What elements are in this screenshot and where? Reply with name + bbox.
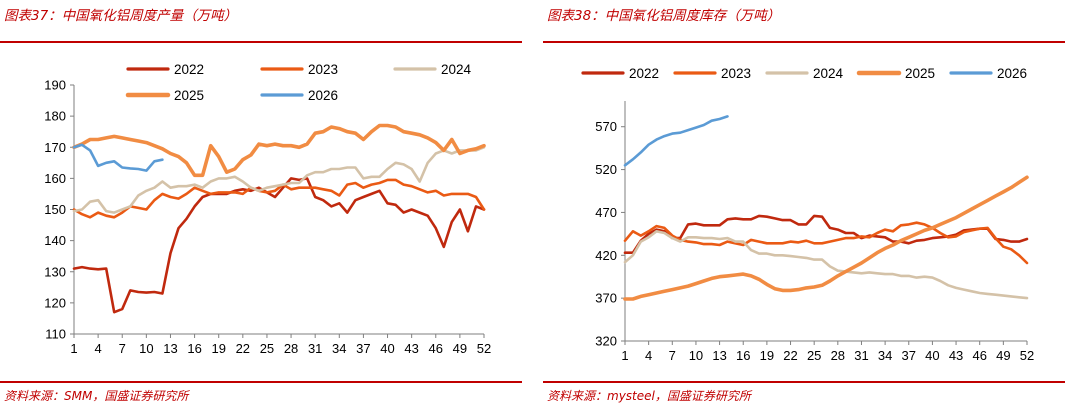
x-tick-label: 52 — [1020, 348, 1034, 363]
y-tick-label: 570 — [595, 119, 617, 134]
figure-caption: 图表37：中国氧化铝周度产量（万吨） — [4, 8, 238, 24]
x-tick-label: 40 — [380, 341, 394, 356]
caption-divider — [543, 41, 1065, 43]
y-tick-label: 420 — [595, 248, 617, 263]
series-line-2022 — [72, 177, 486, 314]
x-tick-label: 4 — [645, 348, 652, 363]
y-tick-label: 120 — [44, 295, 66, 310]
x-tick-label: 43 — [949, 348, 963, 363]
x-tick-label: 25 — [807, 348, 821, 363]
x-tick-label: 22 — [783, 348, 797, 363]
y-tick-label: 370 — [595, 291, 617, 306]
x-tick-label: 34 — [332, 341, 346, 356]
y-tick-label: 320 — [595, 334, 617, 349]
x-tick-label: 46 — [429, 341, 443, 356]
legend-label-2026: 2026 — [997, 66, 1027, 81]
x-tick-label: 22 — [236, 341, 250, 356]
production-line-chart: 110 120 130 140 150 160 170 180 190 1 4 7 10 13 16 19 22… — [44, 62, 491, 356]
legend-label-2024: 2024 — [813, 66, 844, 81]
source-divider — [0, 381, 522, 383]
series-line-2024 — [623, 230, 1029, 300]
x-tick-label: 25 — [260, 341, 274, 356]
series-line-2022 — [623, 214, 1029, 254]
legend-label-2026: 2026 — [308, 88, 338, 103]
x-tick-label: 37 — [356, 341, 370, 356]
y-tick-label: 110 — [45, 327, 66, 342]
x-tick-label: 43 — [404, 341, 418, 356]
x-tick-label: 7 — [669, 348, 676, 363]
y-tick-label: 140 — [44, 233, 66, 248]
legend-label-2023: 2023 — [308, 62, 338, 77]
y-tick-label: 520 — [595, 162, 617, 177]
x-tick-label: 13 — [712, 348, 726, 363]
x-tick-label: 34 — [878, 348, 892, 363]
figure-caption: 图表38：中国氧化铝周度库存（万吨） — [547, 8, 781, 24]
x-tick-label: 19 — [211, 341, 225, 356]
figure-source: 资料来源：mysteel，国盛证券研究所 — [547, 389, 751, 403]
x-tick-label: 37 — [902, 348, 916, 363]
figure-panel-inventory: 图表38：中国氧化铝周度库存（万吨） 320 370 420 470 520 570 1 4 7… — [543, 0, 1065, 411]
series-line-2026 — [623, 115, 729, 167]
y-tick-label: 470 — [595, 205, 617, 220]
x-tick-label: 4 — [95, 341, 102, 356]
y-tick-label: 190 — [44, 78, 66, 93]
x-tick-label: 28 — [831, 348, 845, 363]
y-tick-label: 130 — [44, 264, 66, 279]
figure-panel-production: 图表37：中国氧化铝周度产量（万吨） 110 120 130 140 150 160 170… — [0, 0, 522, 411]
y-tick-label: 150 — [44, 202, 66, 217]
x-tick-label: 46 — [972, 348, 986, 363]
x-tick-label: 52 — [477, 341, 491, 356]
legend-label-2023: 2023 — [721, 66, 751, 81]
x-tick-label: 16 — [736, 348, 750, 363]
y-tick-label: 160 — [44, 171, 66, 186]
series-line-2025 — [72, 123, 486, 178]
series-line-2024 — [72, 146, 486, 214]
x-tick-label: 28 — [284, 341, 298, 356]
source-divider — [543, 381, 1065, 383]
x-tick-label: 40 — [925, 348, 939, 363]
x-tick-label: 19 — [760, 348, 774, 363]
legend-label-2025: 2025 — [905, 66, 935, 81]
x-tick-label: 31 — [308, 341, 322, 356]
legend-label-2022: 2022 — [174, 62, 204, 77]
x-tick-label: 49 — [996, 348, 1010, 363]
x-tick-label: 16 — [187, 341, 201, 356]
series-line-2023 — [623, 221, 1029, 265]
x-tick-label: 10 — [139, 341, 153, 356]
x-tick-label: 1 — [621, 348, 628, 363]
caption-divider — [0, 41, 522, 43]
series-line-2025 — [623, 175, 1029, 301]
legend-label-2024: 2024 — [441, 62, 472, 77]
figure-source: 资料来源：SMM，国盛证券研究所 — [4, 389, 189, 403]
y-tick-label: 170 — [44, 140, 66, 155]
inventory-line-chart: 320 370 420 470 520 570 1 4 7 10 13 16 19 22 25 28 31 34 3… — [581, 66, 1034, 363]
x-tick-label: 13 — [163, 341, 177, 356]
legend-label-2022: 2022 — [629, 66, 659, 81]
series-line-2023 — [72, 178, 486, 219]
legend-label-2025: 2025 — [174, 88, 204, 103]
x-tick-label: 1 — [70, 341, 77, 356]
x-tick-label: 49 — [453, 341, 467, 356]
series-line-2026 — [72, 143, 164, 172]
x-tick-label: 7 — [119, 341, 126, 356]
y-tick-label: 180 — [44, 109, 66, 124]
x-tick-label: 31 — [854, 348, 868, 363]
x-tick-label: 10 — [689, 348, 703, 363]
